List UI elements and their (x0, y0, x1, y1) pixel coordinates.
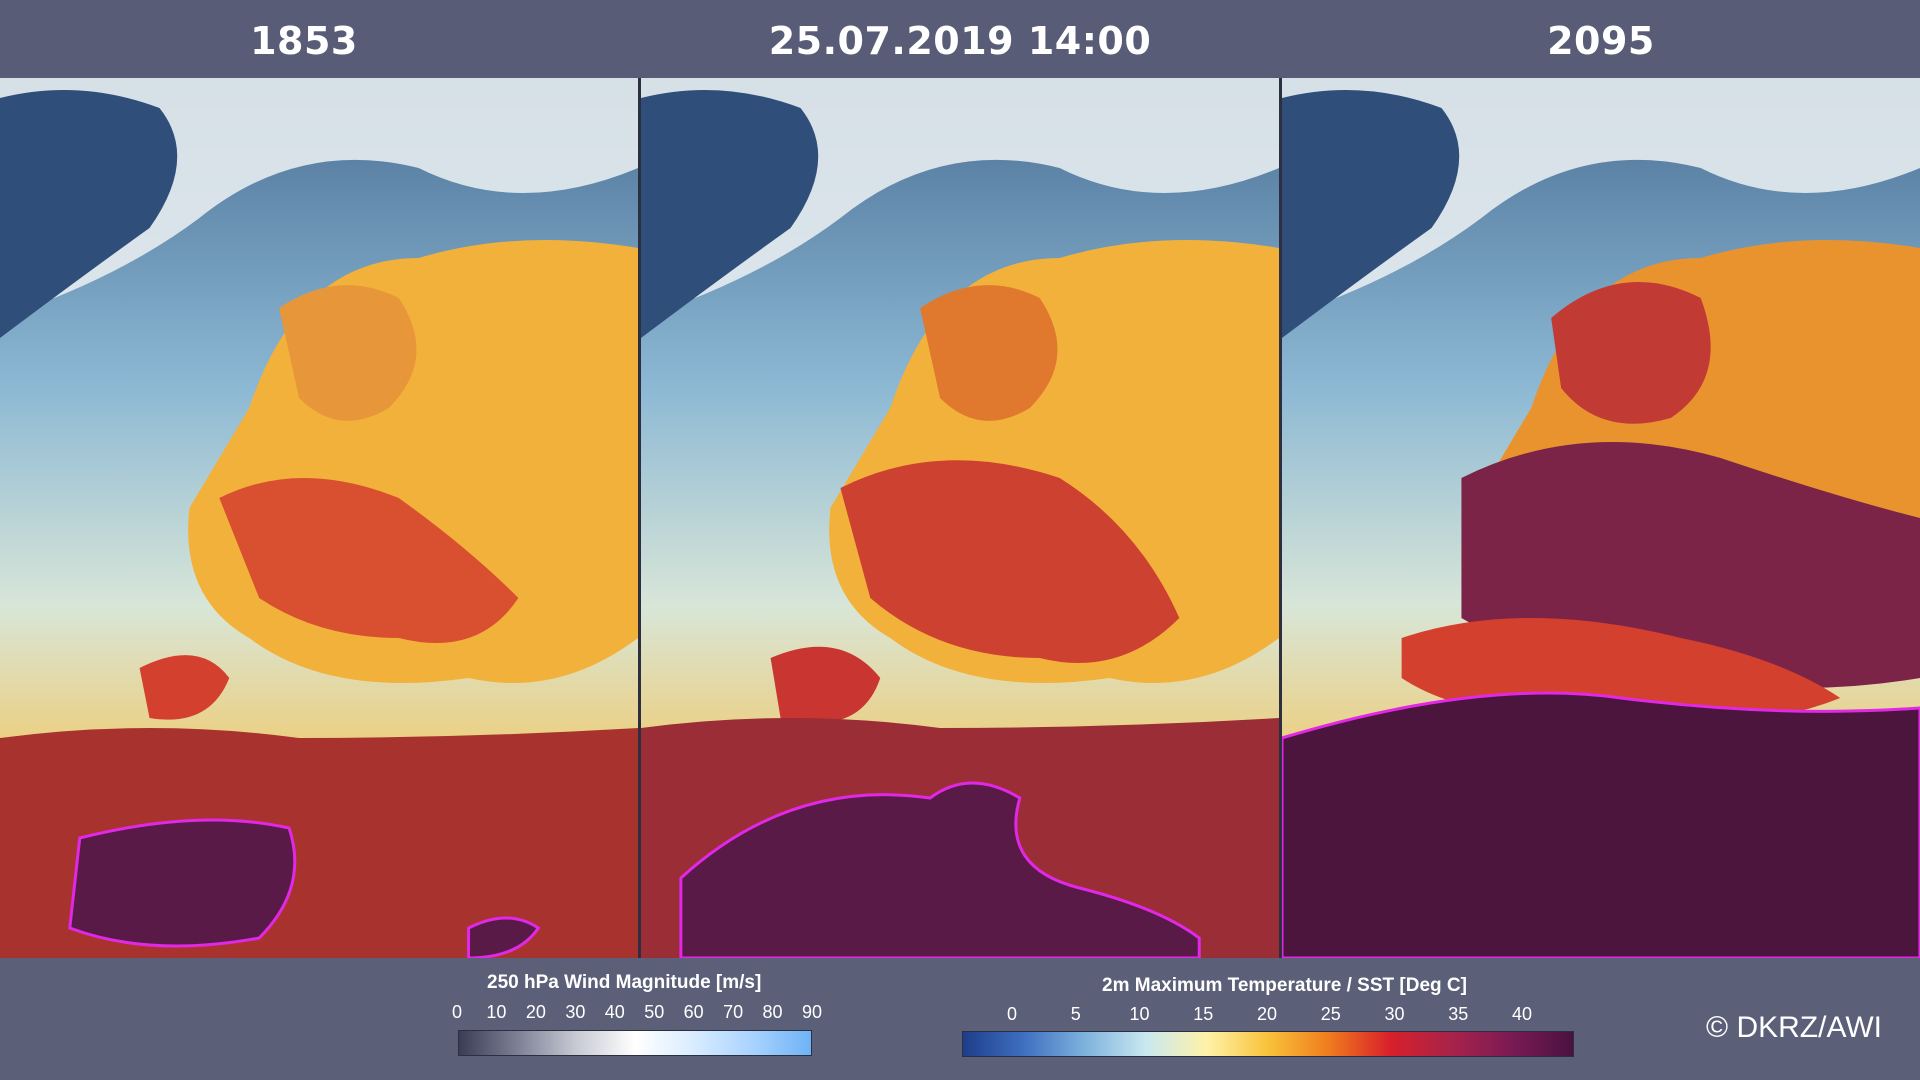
temp-tick: 30 (1384, 1004, 1405, 1024)
temp-tick: 20 (1256, 1004, 1278, 1024)
temp-tick: 10 (1129, 1004, 1150, 1024)
temp-tick: 40 (1511, 1004, 1533, 1024)
wind-tick: 0 (451, 1002, 463, 1022)
header-bar (0, 0, 1920, 78)
temp-tick: 15 (1193, 1004, 1214, 1024)
wind-tick: 90 (801, 1002, 823, 1022)
wind-tick: 20 (525, 1002, 546, 1022)
panel-divider (638, 78, 641, 958)
wind-tick: 80 (762, 1002, 783, 1022)
map-1853 (0, 78, 638, 958)
temp-colorbar (962, 1031, 1574, 1057)
panel-divider (1279, 78, 1282, 958)
map-panel-1853 (0, 78, 638, 958)
copyright-text: © DKRZ/AWI (1706, 1011, 1882, 1044)
temp-tick: 25 (1320, 1004, 1341, 1024)
legend-area (0, 958, 1920, 1080)
wind-tick: 40 (604, 1002, 625, 1022)
temp-tick: 0 (1006, 1004, 1018, 1024)
wind-tick: 60 (683, 1002, 704, 1022)
panel-title-2019: 25.07.2019 14:00 (768, 19, 1152, 63)
map-2095 (1282, 78, 1920, 958)
temp-tick: 35 (1448, 1004, 1469, 1024)
map-panel-2019 (641, 78, 1279, 958)
wind-legend-title: 250 hPa Wind Magnitude [m/s] (487, 972, 762, 993)
wind-tick: 50 (644, 1002, 665, 1022)
panel-title-2095: 2095 (1547, 19, 1655, 63)
wind-tick: 10 (486, 1002, 507, 1022)
panel-title-1853: 1853 (250, 19, 358, 63)
map-panel-2095 (1282, 78, 1920, 958)
wind-tick: 70 (723, 1002, 744, 1022)
temp-legend-title: 2m Maximum Temperature / SST [Deg C] (1102, 975, 1467, 996)
wind-tick: 30 (565, 1002, 586, 1022)
temp-tick: 5 (1070, 1004, 1081, 1024)
map-2019 (641, 78, 1279, 958)
wind-colorbar (458, 1030, 812, 1056)
